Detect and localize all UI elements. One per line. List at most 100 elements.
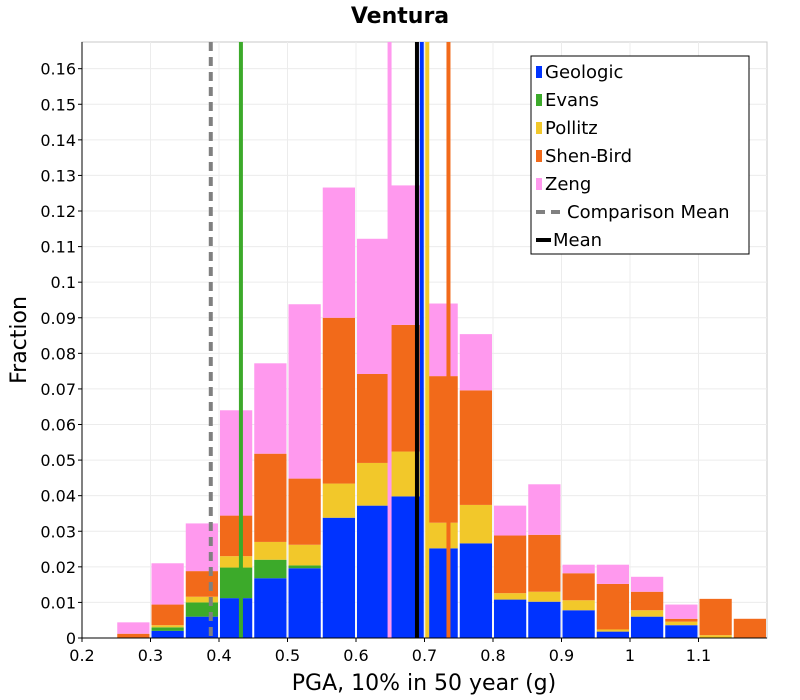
y-tick-label: 0.08	[40, 344, 76, 363]
y-tick-label: 0.12	[40, 202, 76, 221]
bar-segment-zeng	[494, 505, 527, 536]
bar-segment-zeng	[220, 410, 253, 516]
bar-segment-zeng	[459, 334, 492, 391]
bar-segment-pollitz	[562, 600, 595, 611]
bar-segment-pollitz	[528, 591, 561, 602]
bar-segment-pollitz	[665, 621, 698, 626]
bar-segment-pollitz	[631, 610, 664, 617]
x-tick-label: 1	[625, 646, 635, 665]
bar-segment-pollitz	[254, 541, 287, 560]
bar-segment-geologic	[562, 610, 595, 638]
x-tick-label: 0.7	[412, 646, 437, 665]
legend-swatch-geologic	[536, 66, 542, 78]
bar-segment-zeng	[185, 523, 218, 572]
x-tick-label: 1.1	[686, 646, 711, 665]
bar-segment-geologic	[357, 505, 390, 638]
legend-swatch-evans	[536, 94, 542, 106]
bar-segment-pollitz	[459, 504, 492, 544]
y-tick-label: 0.04	[40, 487, 76, 506]
y-tick-label: 0.11	[40, 238, 76, 257]
y-tick-label: 0.01	[40, 593, 76, 612]
bar-segment-geologic	[185, 616, 218, 638]
legend-swatch-pollitz	[536, 122, 542, 134]
bar-segment-pollitz	[699, 635, 732, 638]
bar-segment-shen-bird	[425, 376, 458, 523]
legend-swatch-shen-bird	[536, 150, 542, 162]
x-tick-label: 0.2	[69, 646, 94, 665]
y-tick-label: 0.15	[40, 95, 76, 114]
bar-segment-shen-bird	[254, 453, 287, 542]
bar-segment-evans	[220, 567, 253, 599]
legend: Geologic Evans Pollitz Shen-Bird Zeng Compari…	[530, 55, 750, 255]
bar-segment-geologic	[528, 601, 561, 638]
bar-segment-shen-bird	[357, 373, 390, 463]
bar-segment-geologic	[151, 630, 184, 638]
stacked-bars	[117, 185, 766, 638]
bar-segment-zeng	[322, 187, 355, 318]
bar-segment-geologic	[596, 631, 629, 638]
x-tick-label: 0.8	[480, 646, 505, 665]
y-tick-label: 0.05	[40, 451, 76, 470]
bar-segment-evans	[185, 602, 218, 617]
bar-segment-zeng	[254, 363, 287, 454]
bar-segment-pollitz	[185, 596, 218, 603]
bar-segment-geologic	[459, 543, 492, 638]
bar-segment-zeng	[151, 563, 184, 605]
bar-segment-geologic	[494, 599, 527, 638]
bar-segment-pollitz	[151, 625, 184, 628]
bar-segment-shen-bird	[494, 535, 527, 594]
mean-lines	[208, 42, 451, 638]
y-axis-title: Fraction	[7, 296, 32, 384]
bar-segment-shen-bird	[459, 390, 492, 505]
bar-segment-zeng	[665, 604, 698, 619]
legend-label-shen-bird: Shen-Bird	[545, 146, 632, 167]
bar-segment-geologic	[220, 598, 253, 638]
bar-segment-shen-bird	[288, 478, 321, 545]
legend-swatch-zeng	[536, 178, 542, 190]
bar-segment-pollitz	[425, 522, 458, 549]
bar-segment-shen-bird	[322, 317, 355, 484]
y-tick-label: 0.03	[40, 522, 76, 541]
bar-segment-geologic	[631, 616, 664, 638]
legend-label-evans: Evans	[545, 90, 599, 111]
y-tick-labels: 0 0.01 0.02 0.03 0.04 0.05 0.06 0.07 0.08 0.09 0.1…	[40, 60, 82, 648]
legend-label-zeng: Zeng	[545, 174, 591, 195]
bar-segment-shen-bird	[151, 604, 184, 626]
bar-segment-shen-bird	[733, 618, 766, 638]
bar-segment-shen-bird	[631, 591, 664, 611]
y-tick-label: 0.09	[40, 309, 76, 328]
bar-segment-pollitz	[357, 462, 390, 506]
bar-segment-pollitz	[596, 629, 629, 632]
bar-segment-shen-bird	[699, 598, 732, 636]
y-tick-label: 0.06	[40, 416, 76, 435]
legend-label-mean: Mean	[553, 230, 602, 251]
chart-title: Ventura	[351, 4, 449, 29]
y-tick-label: 0.07	[40, 380, 76, 399]
x-tick-labels: 0.2 0.3 0.4 0.5 0.6 0.7 0.8 0.9 1 1.1	[69, 638, 711, 665]
bar-segment-zeng	[562, 564, 595, 574]
bar-segment-shen-bird	[117, 633, 150, 638]
y-tick-label: 0.02	[40, 558, 76, 577]
bar-segment-evans	[151, 627, 184, 631]
bar-segment-pollitz	[288, 544, 321, 566]
x-tick-label: 0.3	[138, 646, 163, 665]
bar-segment-shen-bird	[665, 618, 698, 622]
bar-segment-shen-bird	[220, 515, 253, 557]
x-tick-label: 0.6	[343, 646, 368, 665]
legend-box	[530, 55, 750, 255]
x-tick-label: 0.4	[206, 646, 231, 665]
legend-label-comparison-mean: Comparison Mean	[567, 202, 730, 223]
y-tick-label: 0.1	[51, 273, 76, 292]
y-tick-label: 0	[66, 629, 76, 648]
bar-segment-pollitz	[494, 593, 527, 600]
bar-segment-zeng	[425, 303, 458, 377]
x-axis-title: PGA, 10% in 50 year (g)	[292, 671, 556, 696]
bar-segment-evans	[254, 559, 287, 579]
bar-segment-shen-bird	[596, 583, 629, 630]
y-tick-label: 0.14	[40, 131, 76, 150]
legend-label-geologic: Geologic	[545, 62, 623, 83]
bar-segment-geologic	[254, 578, 287, 638]
bar-segment-zeng	[631, 576, 664, 592]
bar-segment-pollitz	[220, 556, 253, 568]
